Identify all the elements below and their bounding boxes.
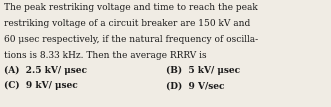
Text: 60 μsec respectively, if the natural frequency of oscilla-: 60 μsec respectively, if the natural fre… — [4, 35, 258, 44]
Text: restriking voltage of a circuit breaker are 150 kV and: restriking voltage of a circuit breaker … — [4, 19, 250, 28]
Text: (B)  5 kV/ μsec: (B) 5 kV/ μsec — [166, 65, 240, 75]
Text: tions is 8.33 kHz. Then the average RRRV is: tions is 8.33 kHz. Then the average RRRV… — [4, 51, 207, 60]
Text: (A)  2.5 kV/ μsec: (A) 2.5 kV/ μsec — [4, 65, 87, 75]
Text: (C)  9 kV/ μsec: (C) 9 kV/ μsec — [4, 81, 78, 90]
Text: (D)  9 V/sec: (D) 9 V/sec — [166, 81, 224, 90]
Text: The peak restriking voltage and time to reach the peak: The peak restriking voltage and time to … — [4, 3, 258, 12]
